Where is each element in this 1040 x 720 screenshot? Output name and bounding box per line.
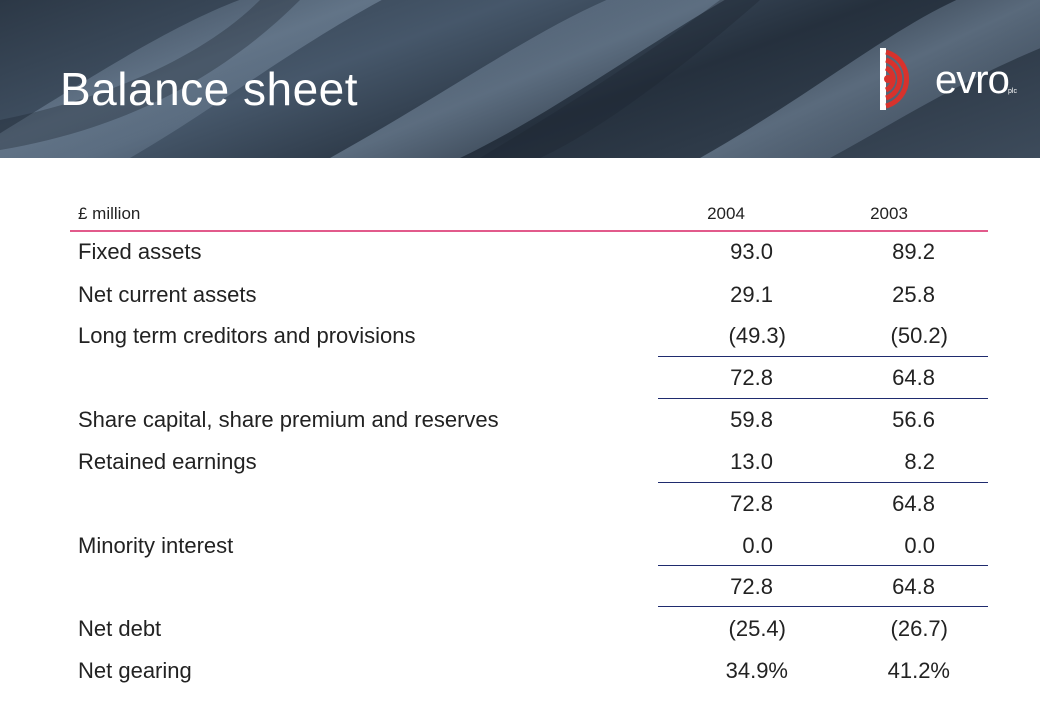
row-value-2003: 0.0 bbox=[904, 533, 935, 558]
row-value-2003: 89.2 bbox=[892, 239, 935, 264]
row-label: Net gearing bbox=[78, 658, 192, 683]
row-value-2004: 29.1 bbox=[730, 282, 773, 307]
subtotal-rule bbox=[658, 398, 988, 399]
subtotal-rule bbox=[658, 565, 988, 566]
row-value-2003: (50.2) bbox=[890, 323, 948, 348]
row-label: Long term creditors and provisions bbox=[78, 323, 416, 348]
row-value-2004: 34.9% bbox=[725, 658, 788, 683]
row-label: Fixed assets bbox=[78, 239, 202, 264]
row-value-2004: 72.8 bbox=[730, 491, 773, 516]
row-value-2003: 25.8 bbox=[892, 282, 935, 307]
subtotal-rule bbox=[658, 606, 988, 607]
row-label: Retained earnings bbox=[78, 449, 257, 474]
row-label: Share capital, share premium and reserve… bbox=[78, 407, 499, 432]
column-header-2003: 2003 bbox=[870, 204, 908, 223]
row-value-2004: (49.3) bbox=[728, 323, 786, 348]
unit-label: £ million bbox=[78, 204, 141, 223]
row-label: Net debt bbox=[78, 616, 162, 641]
devro-logo-icon bbox=[880, 48, 910, 110]
subtotal-rule bbox=[658, 482, 988, 483]
row-value-2003: 8.2 bbox=[904, 449, 935, 474]
row-value-2004: 93.0 bbox=[730, 239, 773, 264]
row-value-2003: 64.8 bbox=[892, 574, 935, 599]
row-value-2003: 56.6 bbox=[892, 407, 935, 432]
row-value-2004: 0.0 bbox=[742, 533, 773, 558]
subtotal-rule bbox=[658, 356, 988, 357]
row-label: Minority interest bbox=[78, 533, 234, 558]
row-value-2004: 72.8 bbox=[730, 574, 773, 599]
row-value-2003: (26.7) bbox=[890, 616, 948, 641]
row-value-2004: 59.8 bbox=[730, 407, 773, 432]
logo-suffix: plc bbox=[1008, 88, 1017, 95]
row-value-2004: 72.8 bbox=[730, 365, 773, 390]
logo-wordmark: evro bbox=[935, 58, 1010, 102]
column-header-2004: 2004 bbox=[707, 204, 745, 223]
row-value-2004: (25.4) bbox=[728, 616, 786, 641]
row-label: Net current assets bbox=[78, 282, 257, 307]
page-title: Balance sheet bbox=[60, 63, 359, 115]
row-value-2003: 64.8 bbox=[892, 365, 935, 390]
row-value-2003: 41.2% bbox=[887, 658, 950, 683]
row-value-2004: 13.0 bbox=[730, 449, 773, 474]
row-value-2003: 64.8 bbox=[892, 491, 935, 516]
header-banner: Balance sheet evro plc bbox=[0, 0, 1040, 158]
header-divider bbox=[70, 230, 988, 232]
fabric-texture bbox=[0, 0, 1040, 158]
